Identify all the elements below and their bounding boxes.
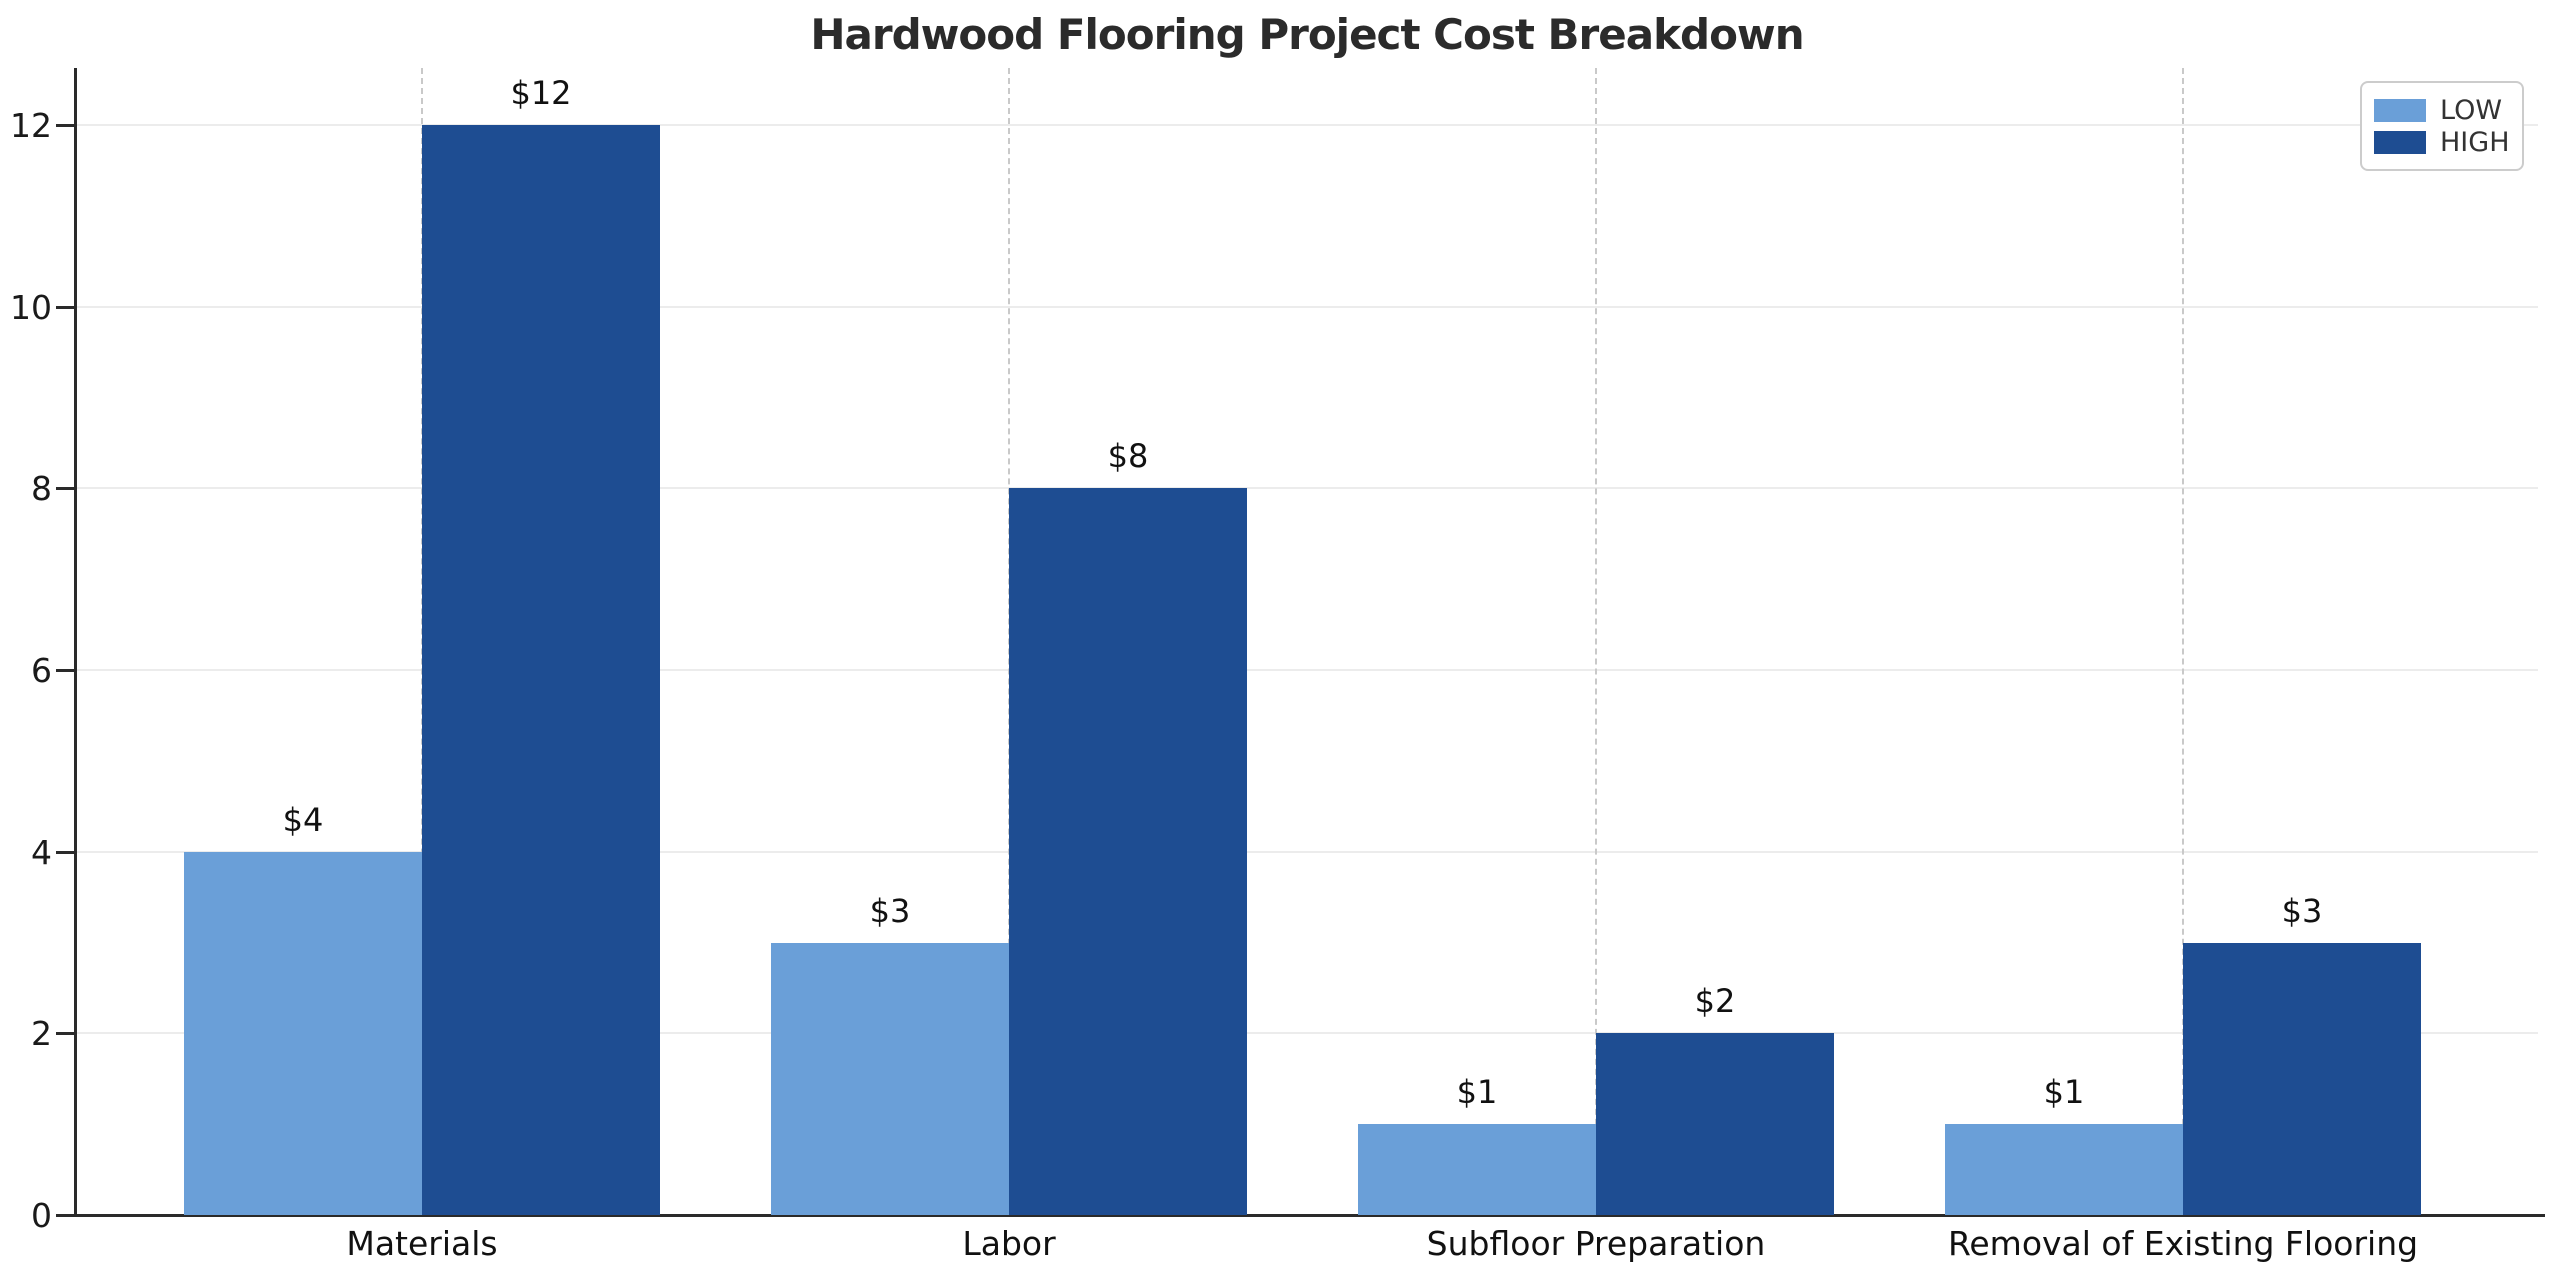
bar-high-materials bbox=[422, 125, 660, 1215]
y-tick-label-8: 8 bbox=[31, 469, 52, 509]
legend-label-low: LOW bbox=[2440, 94, 2503, 126]
bar-low-materials bbox=[184, 851, 422, 1215]
bar-low-removal-of-existing-flooring bbox=[1945, 1124, 2183, 1215]
y-gridline-12 bbox=[77, 124, 2538, 127]
category-label-materials: Materials bbox=[346, 1224, 498, 1263]
y-tick-mark-8 bbox=[56, 487, 76, 491]
y-tick-label-0: 0 bbox=[31, 1196, 52, 1235]
y-tick-mark-0 bbox=[56, 1214, 76, 1217]
bar-high-removal-of-existing-flooring bbox=[2183, 942, 2421, 1215]
y-tick-label-4: 4 bbox=[31, 832, 52, 872]
category-label-labor: Labor bbox=[962, 1224, 1056, 1263]
y-tick-label-10: 10 bbox=[10, 287, 52, 327]
y-gridline-8 bbox=[77, 487, 2538, 490]
x-axis-spine bbox=[74, 1214, 2545, 1217]
category-gridline-subfloor-preparation bbox=[1595, 68, 1597, 1215]
bar-value-label-low-removal-of-existing-flooring: $1 bbox=[2043, 1073, 2085, 1112]
legend-swatch-low bbox=[2374, 98, 2426, 122]
bar-low-subfloor-preparation bbox=[1358, 1124, 1596, 1215]
category-label-subfloor-preparation: Subfloor Preparation bbox=[1426, 1224, 1766, 1263]
bar-value-label-low-labor: $3 bbox=[869, 891, 911, 930]
y-tick-mark-2 bbox=[56, 1032, 76, 1036]
y-gridline-6 bbox=[77, 669, 2538, 672]
y-tick-label-12: 12 bbox=[10, 106, 52, 146]
bar-high-subfloor-preparation bbox=[1596, 1033, 1834, 1215]
bar-value-label-high-subfloor-preparation: $2 bbox=[1694, 982, 1736, 1021]
legend-swatch-high bbox=[2374, 130, 2426, 154]
bar-value-label-low-materials: $4 bbox=[282, 800, 324, 839]
y-tick-label-2: 2 bbox=[31, 1014, 52, 1054]
y-tick-label-6: 6 bbox=[31, 651, 52, 691]
bar-high-labor bbox=[1009, 488, 1247, 1215]
legend-item-high: HIGH bbox=[2374, 127, 2510, 157]
bar-value-label-low-subfloor-preparation: $1 bbox=[1456, 1073, 1498, 1112]
bar-low-labor bbox=[771, 942, 1009, 1215]
bar-value-label-high-removal-of-existing-flooring: $3 bbox=[2281, 891, 2323, 930]
legend: LOW HIGH bbox=[2360, 81, 2524, 171]
y-tick-mark-6 bbox=[56, 669, 76, 673]
y-gridline-2 bbox=[77, 1032, 2538, 1035]
legend-item-low: LOW bbox=[2374, 95, 2510, 125]
y-tick-mark-10 bbox=[56, 305, 76, 309]
y-axis-spine bbox=[74, 68, 77, 1217]
y-tick-mark-4 bbox=[56, 850, 76, 854]
bar-value-label-high-labor: $8 bbox=[1107, 437, 1149, 476]
legend-label-high: HIGH bbox=[2440, 126, 2510, 158]
category-gridline-removal-of-existing-flooring bbox=[2182, 68, 2184, 1215]
chart-title: Hardwood Flooring Project Cost Breakdown bbox=[810, 10, 1804, 59]
y-gridline-10 bbox=[77, 305, 2538, 308]
category-label-removal-of-existing-flooring: Removal of Existing Flooring bbox=[1947, 1224, 2419, 1263]
y-gridline-4 bbox=[77, 850, 2538, 853]
y-tick-mark-12 bbox=[56, 124, 76, 128]
bar-value-label-high-materials: $12 bbox=[510, 74, 572, 113]
